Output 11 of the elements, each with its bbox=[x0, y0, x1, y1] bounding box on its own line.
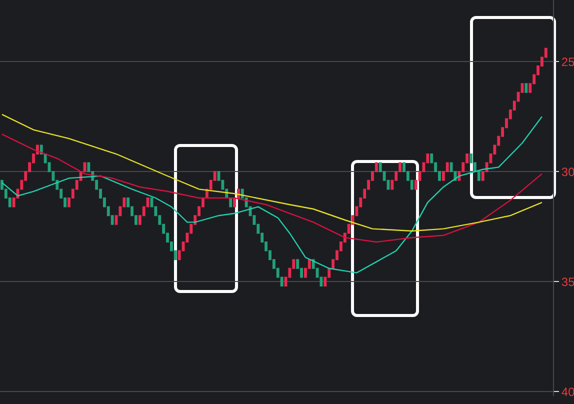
line-series bbox=[1, 116, 543, 274]
y-tick-label: 30 bbox=[561, 164, 574, 179]
y-tick-label: 25 bbox=[561, 54, 574, 69]
line-series bbox=[1, 134, 543, 243]
y-tick-label: 40 bbox=[561, 384, 574, 399]
candlestick bbox=[229, 198, 232, 208]
line-series bbox=[1, 114, 543, 232]
candlestick bbox=[524, 83, 528, 93]
candlestick bbox=[233, 198, 236, 208]
candlestick bbox=[477, 171, 480, 181]
y-tick-label: 35 bbox=[561, 274, 574, 289]
